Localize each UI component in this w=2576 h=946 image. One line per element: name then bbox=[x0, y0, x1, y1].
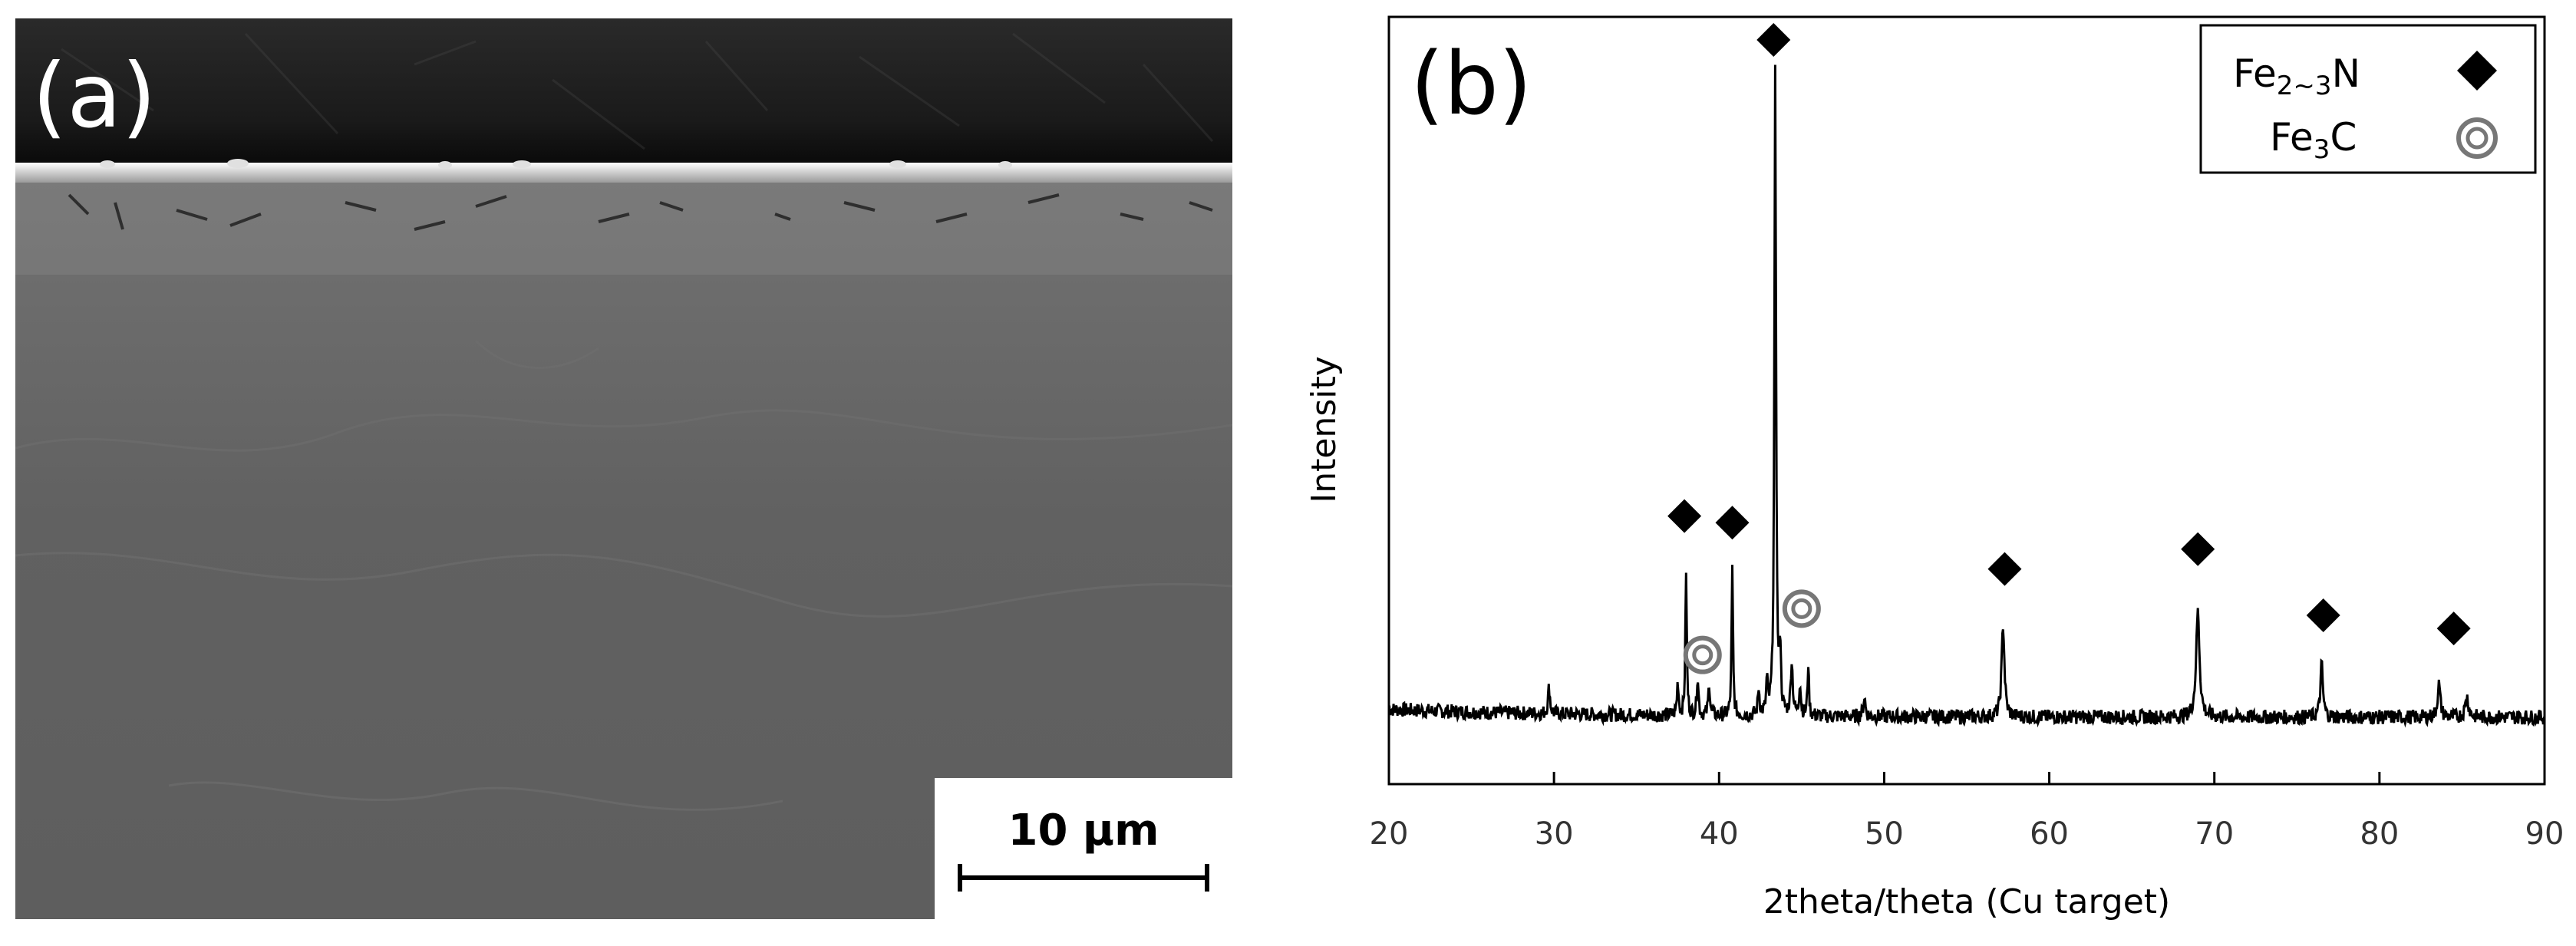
x-tick-label: 20 bbox=[1370, 816, 1409, 852]
x-tick-label: 80 bbox=[2360, 816, 2399, 852]
compound-layer-edge bbox=[15, 163, 1232, 183]
fe23n-peak-diamond-icon bbox=[1987, 552, 2022, 586]
needle-precipitates bbox=[68, 193, 1213, 231]
plot-frame bbox=[1387, 15, 2546, 786]
diffusion-zone bbox=[15, 183, 1232, 275]
x-tick-label: 30 bbox=[1535, 816, 1574, 852]
surface-particles bbox=[100, 159, 1012, 169]
xrd-chart: (b) 20 30 40 50 60 70 80 90 2theta/theta (Cu ta… bbox=[1304, 15, 2564, 921]
mounting-resin bbox=[15, 18, 1232, 164]
scale-bar bbox=[958, 864, 1209, 892]
fe23n-peak-diamond-icon bbox=[1667, 499, 1702, 533]
x-tick-label: 40 bbox=[1700, 816, 1739, 852]
legend-label-fe3c: Fe3C bbox=[2270, 115, 2357, 165]
legend: Fe2~3N Fe3C bbox=[2199, 24, 2537, 174]
legend-double-circle-icon bbox=[2456, 117, 2498, 159]
fe3c-peak-circle-icon bbox=[1683, 635, 1722, 674]
legend-diamond-icon bbox=[2457, 51, 2497, 91]
fe3c-peak-circle-icon bbox=[1782, 589, 1821, 628]
panel-a-label: (a) bbox=[32, 44, 157, 148]
resin-texture bbox=[61, 32, 1214, 150]
scale-bar-box: 10 μm bbox=[935, 778, 1232, 919]
peak-markers bbox=[1667, 23, 2471, 674]
fe23n-peak-diamond-icon bbox=[1756, 23, 1791, 57]
panel-b-label: (b) bbox=[1410, 35, 1532, 134]
xrd-chart-panel: (b) 20 30 40 50 60 70 80 90 2theta/theta (Cu ta… bbox=[1258, 0, 2576, 946]
fe23n-peak-diamond-icon bbox=[1715, 506, 1750, 540]
y-axis-label: Intensity bbox=[1304, 356, 1344, 503]
fe23n-peak-diamond-icon bbox=[2436, 611, 2471, 646]
fe23n-peak-diamond-icon bbox=[2306, 598, 2340, 632]
x-tick-label: 70 bbox=[2195, 816, 2234, 852]
x-tick-label: 60 bbox=[2030, 816, 2069, 852]
scale-bar-label: 10 μm bbox=[1008, 806, 1159, 855]
fe23n-peak-diamond-icon bbox=[2181, 532, 2215, 566]
xrd-pattern-line bbox=[1387, 64, 2546, 728]
legend-label-fe23n: Fe2~3N bbox=[2233, 51, 2360, 101]
sem-image bbox=[15, 18, 1232, 919]
x-axis-label: 2theta/theta (Cu target) bbox=[1763, 882, 2170, 921]
x-tick-label: 90 bbox=[2525, 816, 2564, 852]
x-tick-label: 50 bbox=[1865, 816, 1904, 852]
x-axis: 20 30 40 50 60 70 80 90 bbox=[1370, 772, 2564, 852]
grain-boundaries bbox=[15, 339, 1232, 811]
sem-micrograph-panel: (a) 10 μm bbox=[15, 18, 1232, 919]
